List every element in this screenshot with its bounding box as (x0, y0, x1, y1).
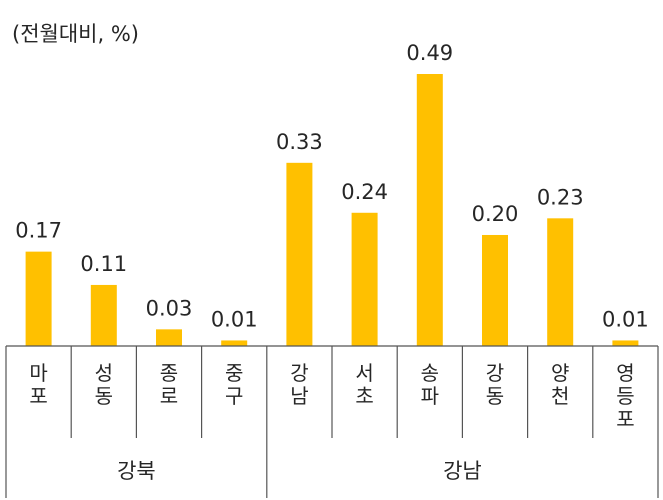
tick-label-char: 서 (355, 361, 373, 385)
group-label-강북: 강북 (117, 459, 156, 483)
tick-label-char: 초 (355, 384, 373, 408)
data-label-송파: 0.49 (406, 41, 453, 65)
data-label-성동: 0.11 (80, 252, 127, 276)
tick-label-char: 종 (160, 361, 178, 385)
bar-강남 (286, 162, 313, 346)
tick-label-char: 동 (95, 384, 113, 408)
bar-서초 (351, 212, 378, 346)
tick-label-char: 강 (290, 361, 308, 385)
bar-종로 (156, 329, 182, 346)
unit-label: (전월대비, %) (12, 22, 139, 46)
data-label-중구: 0.01 (211, 307, 258, 331)
data-label-강남: 0.33 (276, 130, 323, 154)
bar-마포 (25, 251, 52, 346)
tick-label-char: 동 (486, 384, 504, 408)
tick-label-char: 로 (160, 384, 178, 408)
bar-송파 (416, 74, 443, 346)
tick-label-char: 천 (551, 384, 569, 408)
bar-중구 (221, 340, 248, 346)
data-label-영등포: 0.01 (602, 307, 649, 331)
tick-label-char: 중 (225, 361, 243, 385)
data-label-마포: 0.17 (15, 219, 62, 243)
tick-label-char: 강 (486, 361, 504, 385)
bar-영등포 (612, 340, 639, 346)
tick-label-char: 구 (225, 384, 243, 408)
tick-label-char: 포 (29, 384, 47, 408)
bar-성동 (90, 284, 117, 346)
tick-label-char: 송 (421, 361, 439, 385)
data-label-강동: 0.20 (472, 202, 519, 226)
data-label-서초: 0.24 (341, 180, 388, 204)
data-label-양천: 0.23 (537, 185, 584, 209)
tick-label-char: 양 (551, 361, 569, 385)
tick-label-char: 영 (616, 361, 634, 385)
tick-label-char: 포 (616, 407, 634, 431)
tick-label-char: 파 (421, 384, 439, 408)
bar-강동 (482, 234, 508, 346)
tick-label-char: 성 (95, 361, 113, 385)
tick-label-char: 마 (29, 361, 47, 385)
tick-label-char: 등 (616, 384, 634, 408)
tick-label-char: 남 (290, 384, 308, 408)
group-label-강남: 강남 (443, 459, 482, 483)
bar-양천 (547, 218, 574, 346)
data-label-종로: 0.03 (146, 296, 193, 320)
